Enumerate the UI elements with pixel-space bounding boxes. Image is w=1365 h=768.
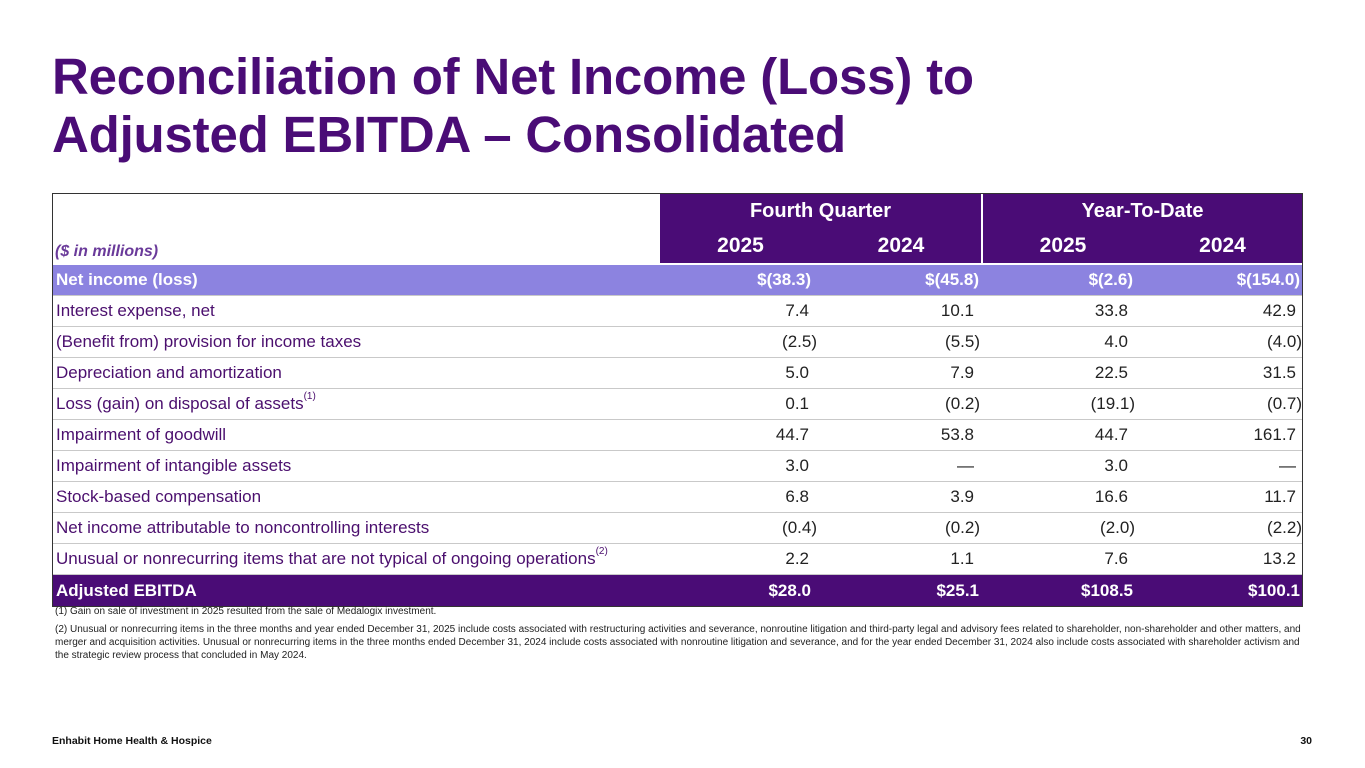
table-row: Impairment of intangible assets 3.0—3.0— — [53, 450, 1303, 482]
row-label: Impairment of intangible assets — [53, 450, 660, 482]
row-label-text: Adjusted EBITDA — [56, 580, 197, 600]
row-label: Unusual or nonrecurring items that are n… — [53, 543, 660, 575]
table-row: (Benefit from) provision for income taxe… — [53, 326, 1303, 358]
row-label-text: Depreciation and amortization — [56, 363, 282, 382]
row-value: 161.7 — [1143, 419, 1303, 451]
row-value: $(38.3) — [660, 263, 821, 296]
row-label-text: Unusual or nonrecurring items that are n… — [56, 549, 596, 568]
row-value: $25.1 — [821, 574, 982, 606]
row-label: Stock-based compensation — [53, 481, 660, 513]
row-label-text: Stock-based compensation — [56, 487, 262, 506]
row-label-text: Net income (loss) — [56, 270, 198, 289]
row-value: (2.5) — [660, 326, 821, 358]
row-value: 22.5 — [982, 357, 1143, 389]
table-row: Depreciation and amortization 5.0 7.9 22.5 3… — [53, 357, 1303, 389]
table-row: Stock-based compensation 6.8 3.9 16.6 11.7 — [53, 481, 1303, 513]
row-value: (5.5) — [821, 326, 982, 358]
page-number: 30 — [1300, 735, 1312, 747]
row-value: 42.9 — [1143, 295, 1303, 327]
row-value: 7.6 — [982, 543, 1143, 575]
row-value: 33.8 — [982, 295, 1143, 327]
row-value: 13.2 — [1143, 543, 1303, 575]
row-value: (2.2) — [1143, 512, 1303, 544]
row-label: (Benefit from) provision for income taxe… — [53, 326, 660, 358]
header-blank-cell — [53, 194, 660, 228]
row-value: 6.8 — [660, 481, 821, 513]
table-row: Impairment of goodwill 44.7 53.8 44.7 161.7 — [53, 419, 1303, 451]
row-value: $108.5 — [982, 574, 1143, 606]
row-value: 44.7 — [660, 419, 821, 451]
table-row: Unusual or nonrecurring items that are n… — [53, 543, 1303, 575]
row-value: (0.2) — [821, 388, 982, 420]
row-value: (0.2) — [821, 512, 982, 544]
row-value: 16.6 — [982, 481, 1143, 513]
row-value: (2.0) — [982, 512, 1143, 544]
group-header-fourth-quarter: Fourth Quarter — [660, 194, 982, 228]
group-header-year-to-date: Year-To-Date — [980, 194, 1303, 228]
row-value: — — [1143, 450, 1303, 482]
row-value: 3.9 — [821, 481, 982, 513]
year-header-q-2025: 2025 — [660, 228, 821, 264]
row-value: 3.0 — [660, 450, 821, 482]
table-row: Net income attributable to noncontrollin… — [53, 512, 1303, 544]
row-value: 5.0 — [660, 357, 821, 389]
row-value: (4.0) — [1143, 326, 1303, 358]
row-label-text: Impairment of intangible assets — [56, 456, 292, 475]
row-value: 7.9 — [821, 357, 982, 389]
title-line-2: Adjusted EBITDA – Consolidated — [52, 106, 846, 163]
footer-company-name: Enhabit Home Health & Hospice — [52, 735, 212, 747]
row-value: 4.0 — [982, 326, 1143, 358]
row-value: (0.7) — [1143, 388, 1303, 420]
row-value: 11.7 — [1143, 481, 1303, 513]
row-value: 53.8 — [821, 419, 982, 451]
row-label-text: Loss (gain) on disposal of assets — [56, 394, 304, 413]
page-title: Reconciliation of Net Income (Loss) to A… — [52, 48, 974, 164]
footnote-reference: (1) — [303, 391, 316, 402]
row-label: Net income attributable to noncontrollin… — [53, 512, 660, 544]
units-label: ($ in millions) — [53, 228, 660, 264]
row-value: $100.1 — [1143, 574, 1303, 606]
table-row: Net income (loss) $(38.3) $(45.8) $(2.6) $(1… — [53, 263, 1303, 296]
row-label: Impairment of goodwill — [53, 419, 660, 451]
footnote-1: (1) Gain on sale of investment in 2025 r… — [55, 606, 437, 617]
row-value: $(2.6) — [982, 263, 1143, 296]
row-label: Adjusted EBITDA — [53, 574, 660, 606]
row-value: 1.1 — [821, 543, 982, 575]
year-header-q-2024: 2024 — [821, 228, 982, 264]
footnotes: (1) Gain on sale of investment in 2025 r… — [55, 605, 1305, 667]
row-value: 44.7 — [982, 419, 1143, 451]
table-row: Loss (gain) on disposal of assets(1) 0.1(… — [53, 388, 1303, 420]
row-label-text: Net income attributable to noncontrollin… — [56, 518, 430, 537]
row-value: 10.1 — [821, 295, 982, 327]
row-value: $28.0 — [660, 574, 821, 606]
row-value: (19.1) — [982, 388, 1143, 420]
row-value: (0.4) — [660, 512, 821, 544]
footnote-reference: (2) — [595, 546, 608, 557]
row-label: Interest expense, net — [53, 295, 660, 327]
footnote-2: (2) Unusual or nonrecurring items in the… — [55, 624, 1301, 661]
row-value: 0.1 — [660, 388, 821, 420]
table-row: Interest expense, net 7.4 10.1 33.8 42.9 — [53, 295, 1303, 327]
reconciliation-table: Fourth Quarter Year-To-Date ($ in millio… — [52, 193, 1303, 607]
row-value: 2.2 — [660, 543, 821, 575]
row-label-text: Impairment of goodwill — [56, 425, 227, 444]
row-label-text: (Benefit from) provision for income taxe… — [56, 332, 362, 351]
row-value: $(45.8) — [821, 263, 982, 296]
row-label: Net income (loss) — [53, 263, 660, 296]
table-row: Adjusted EBITDA $28.0 $25.1 $108.5 $100.1 — [53, 574, 1303, 606]
row-value: 7.4 — [660, 295, 821, 327]
year-header-ytd-2024: 2024 — [1143, 228, 1303, 264]
title-line-1: Reconciliation of Net Income (Loss) to — [52, 48, 974, 105]
row-label: Loss (gain) on disposal of assets(1) — [53, 388, 660, 420]
row-value: — — [821, 450, 982, 482]
year-header-ytd-2025: 2025 — [981, 228, 1143, 264]
row-value: $(154.0) — [1143, 263, 1303, 296]
row-value: 3.0 — [982, 450, 1143, 482]
row-label: Depreciation and amortization — [53, 357, 660, 389]
row-label-text: Interest expense, net — [56, 301, 215, 320]
row-value: 31.5 — [1143, 357, 1303, 389]
